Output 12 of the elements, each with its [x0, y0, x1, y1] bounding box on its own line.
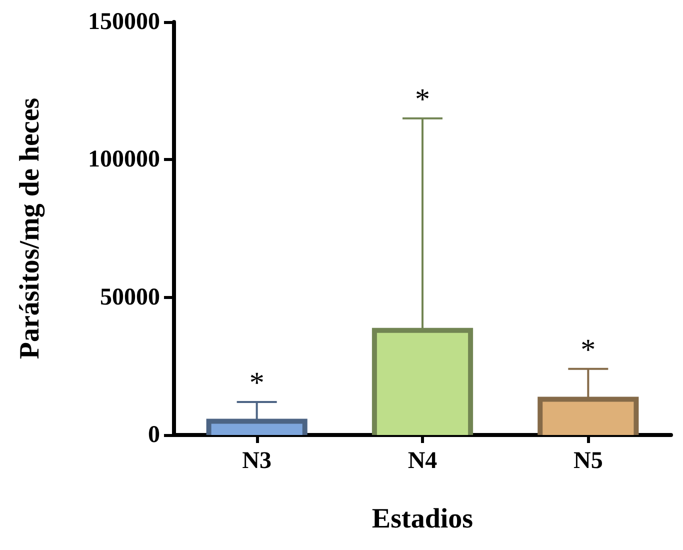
x-tick-label: N4 — [408, 448, 438, 474]
y-tick-label: 50000 — [100, 284, 160, 310]
annotation: * — [580, 333, 596, 366]
x-axis-title: Estadios — [372, 504, 474, 534]
annotation: * — [415, 82, 430, 116]
x-tick-label: N5 — [573, 448, 603, 474]
y-axis-title: Parásitos/mg de heces — [14, 98, 46, 360]
y-tick-label: 100000 — [88, 146, 160, 173]
annotation: * — [249, 366, 264, 400]
y-tick-label: 150000 — [88, 9, 160, 35]
x-tick-label: N3 — [242, 448, 272, 474]
y-tick-label: 0 — [148, 422, 160, 448]
